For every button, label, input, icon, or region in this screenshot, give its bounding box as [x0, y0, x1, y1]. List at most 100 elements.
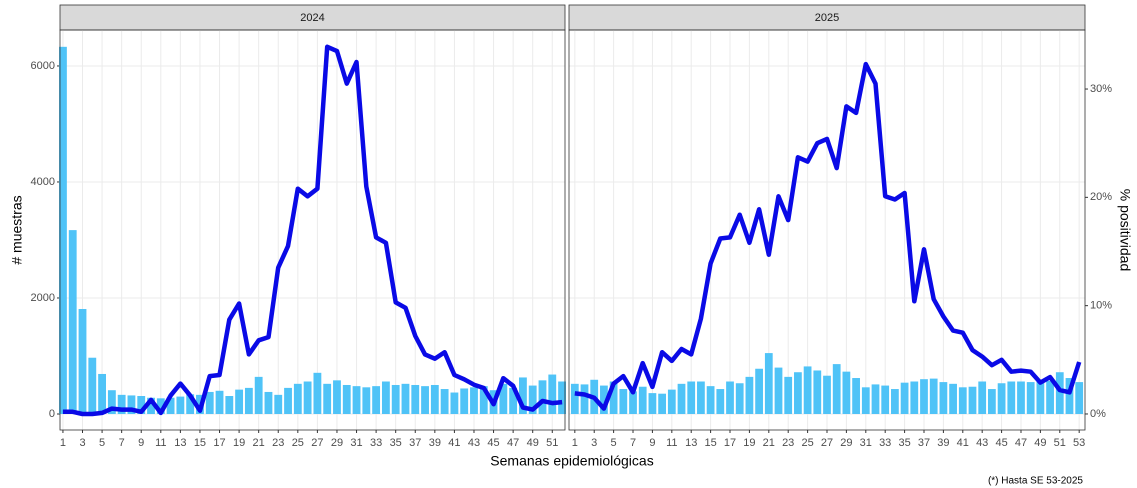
bar [832, 364, 841, 414]
x-tick-label: 23 [782, 437, 794, 449]
x-tick-label: 25 [292, 437, 304, 449]
bar [958, 387, 967, 414]
bar [629, 391, 637, 414]
bar [745, 376, 754, 414]
bar [519, 377, 527, 414]
x-tick-label: 45 [995, 437, 1007, 449]
x-tick-label: 1 [60, 437, 66, 449]
x-tick-label: 39 [429, 437, 441, 449]
bar [499, 383, 508, 414]
bar [303, 381, 312, 414]
bar [254, 376, 263, 414]
bar [920, 379, 928, 414]
bar [235, 389, 244, 414]
bar [716, 389, 725, 414]
x-tick-label: 17 [724, 437, 736, 449]
x-tick-label: 47 [1015, 437, 1027, 449]
x-tick-label: 15 [704, 437, 716, 449]
bar [1036, 381, 1045, 414]
bar [147, 397, 155, 414]
x-tick-label: 19 [233, 437, 245, 449]
x-tick-label: 13 [174, 437, 186, 449]
bar [619, 389, 628, 414]
bar [1017, 381, 1025, 414]
bar [401, 383, 410, 414]
bar [929, 378, 938, 414]
x-tick-label: 27 [311, 437, 323, 449]
bar [997, 383, 1006, 414]
bar [803, 366, 812, 414]
bar [264, 391, 273, 414]
strip [568, 4, 1086, 31]
y-tick-label: 6000 [31, 60, 55, 72]
bar [186, 394, 195, 414]
x-tick-label: 5 [99, 437, 105, 449]
bar [362, 387, 371, 414]
bar [823, 375, 831, 414]
x-tick-label: 11 [155, 437, 166, 449]
bar [687, 381, 696, 414]
bar [842, 371, 851, 414]
bar [697, 381, 705, 414]
bar [648, 393, 657, 414]
bar [861, 387, 870, 414]
line [62, 44, 563, 417]
bar [638, 386, 647, 414]
bar [244, 387, 253, 414]
bar [313, 372, 322, 414]
bar [706, 386, 715, 414]
x-tick-label: 3 [591, 437, 597, 449]
bar [735, 383, 744, 414]
bar [381, 381, 390, 414]
y-tick-label: 4000 [31, 176, 55, 188]
x-tick-label: 33 [370, 437, 382, 449]
bar [609, 381, 618, 414]
bar [225, 396, 234, 414]
x-tick-label: 37 [409, 437, 421, 449]
bar [156, 398, 165, 414]
bar [1075, 382, 1084, 414]
bar [813, 370, 822, 414]
x-tick-label: 3 [79, 437, 85, 449]
bar [570, 383, 579, 414]
panel-border [568, 29, 1086, 431]
x-tick-label: 51 [546, 437, 558, 449]
bar [59, 46, 67, 414]
x-tick-label: 43 [468, 437, 480, 449]
x-tick-label: 11 [666, 437, 677, 449]
bar [460, 388, 469, 414]
y-tick-label: 0 [49, 408, 55, 420]
bar [372, 386, 381, 414]
x-tick-label: 13 [685, 437, 697, 449]
x-tick-label: 15 [194, 437, 206, 449]
x-tick-label: 23 [272, 437, 284, 449]
x-tick-label: 35 [898, 437, 910, 449]
x-tick-label: 33 [879, 437, 891, 449]
bar [117, 394, 126, 414]
bar [658, 393, 666, 414]
bar [127, 395, 136, 414]
bar [1007, 381, 1016, 414]
bar [949, 383, 957, 414]
bar [528, 385, 537, 414]
x-tick-label: 9 [649, 437, 655, 449]
bar [137, 396, 146, 414]
y2-tick-label: 30% [1090, 83, 1112, 95]
bar [764, 353, 773, 414]
bar [1046, 380, 1054, 414]
bar [509, 387, 518, 414]
bar [78, 309, 87, 414]
bar [871, 384, 880, 414]
x-tick-label: 7 [630, 437, 636, 449]
bar [1026, 382, 1035, 414]
x-tick-label: 5 [611, 437, 617, 449]
x-tick-label: 41 [957, 437, 969, 449]
x-tick-label: 19 [743, 437, 755, 449]
bar [978, 381, 987, 414]
bar [391, 384, 400, 414]
bar [205, 391, 214, 414]
y-tick-label: 2000 [31, 292, 55, 304]
panel-border [59, 29, 566, 431]
x-tick-label: 31 [350, 437, 362, 449]
x-tick-label: 29 [840, 437, 852, 449]
